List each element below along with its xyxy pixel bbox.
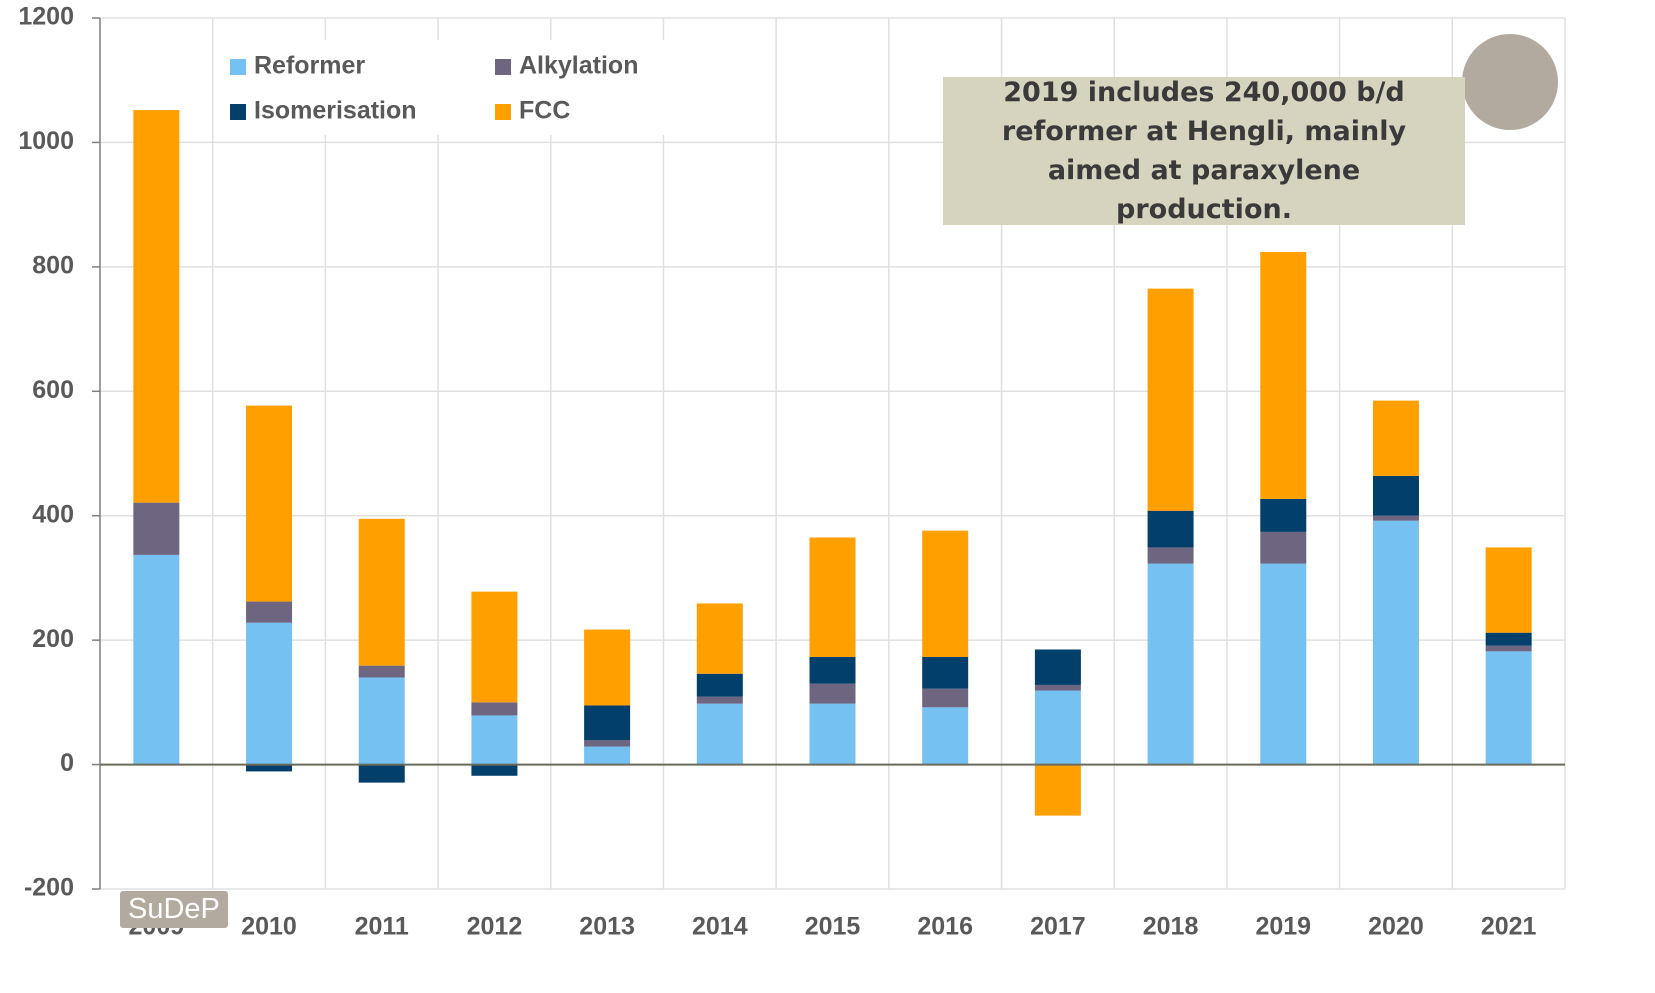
x-tick-label: 2021 [1481, 913, 1537, 941]
y-tick-label: 400 [32, 500, 74, 528]
bar-segment [922, 707, 969, 765]
bar-segment [1485, 651, 1532, 765]
bar-segment [246, 764, 293, 772]
legend-label: FCC [519, 97, 570, 125]
bar-segment [809, 683, 856, 704]
bar-segment [584, 740, 631, 747]
bar-segment [133, 502, 180, 555]
bar-segment [358, 677, 405, 765]
y-tick-label: -200 [24, 874, 74, 902]
x-tick-label: 2016 [917, 913, 973, 941]
bar-segment [809, 656, 856, 684]
x-tick-label: 2012 [467, 913, 523, 941]
legend-label: Reformer [254, 52, 365, 80]
legend-label: Alkylation [519, 52, 638, 80]
bar-segment [1034, 684, 1081, 691]
bar-segment [358, 665, 405, 678]
bar-segment [133, 554, 180, 765]
bar-segment [471, 764, 518, 776]
legend-swatch [495, 104, 511, 120]
bar-segment [696, 673, 743, 697]
bar-segment [1372, 475, 1419, 516]
x-tick-label: 2010 [241, 913, 297, 941]
y-tick-label: 0 [60, 749, 74, 777]
bar-segment [696, 696, 743, 704]
bar-segment [1485, 645, 1532, 652]
bar-segment [358, 518, 405, 666]
bar-segment [1260, 498, 1307, 532]
x-tick-label: 2020 [1368, 913, 1424, 941]
x-tick-label: 2011 [355, 913, 409, 941]
bar-segment [696, 703, 743, 765]
bar-segment [1372, 515, 1419, 521]
watermark: SuDeP [120, 891, 228, 928]
bar-segment [1372, 400, 1419, 476]
bar-segment [696, 603, 743, 674]
bar-segment [471, 715, 518, 765]
bar-segment [809, 537, 856, 657]
x-tick-label: 2015 [805, 913, 861, 941]
bar-segment [1147, 547, 1194, 564]
y-tick-label: 800 [32, 251, 74, 279]
bar-segment [246, 601, 293, 623]
bar-segment [1147, 563, 1194, 765]
bar-segment [1034, 764, 1081, 816]
y-tick-label: 1200 [18, 3, 74, 31]
legend-label: Isomerisation [254, 97, 417, 125]
bar-segment [358, 764, 405, 783]
bar-segment [1260, 563, 1307, 765]
legend-swatch [230, 104, 246, 120]
y-tick-label: 200 [32, 625, 74, 653]
bar-segment [1372, 520, 1419, 765]
x-tick-label: 2013 [579, 913, 635, 941]
annotation: 2019 includes 240,000 b/d reformer at He… [943, 77, 1465, 225]
bar-segment [922, 656, 969, 689]
bar-segment [1485, 547, 1532, 633]
bar-segment [1485, 632, 1532, 646]
logo [1462, 34, 1558, 130]
bar-segment [471, 702, 518, 716]
bar-segment [246, 405, 293, 602]
bar-segment [922, 688, 969, 708]
bar-segment [584, 746, 631, 765]
bar-segment [1147, 510, 1194, 548]
bar-segment [246, 622, 293, 765]
bar-segment [1147, 288, 1194, 511]
bar-segment [1034, 649, 1081, 685]
x-tick-label: 2019 [1255, 913, 1311, 941]
legend-swatch [230, 59, 246, 75]
bar-segment [1260, 251, 1307, 499]
legend-swatch [495, 59, 511, 75]
bar-segment [133, 110, 180, 503]
bar-segment [471, 591, 518, 703]
bar-segment [584, 705, 631, 741]
bar-segment [809, 703, 856, 765]
legend-background [215, 40, 665, 135]
bar-segment [1260, 531, 1307, 564]
bar-segment [584, 629, 631, 706]
x-tick-label: 2018 [1143, 913, 1199, 941]
bar-segment [922, 530, 969, 657]
bar-segment [1034, 690, 1081, 765]
y-tick-label: 600 [32, 376, 74, 404]
y-tick-label: 1000 [18, 127, 74, 155]
x-tick-label: 2017 [1030, 913, 1086, 941]
x-tick-label: 2014 [692, 913, 748, 941]
